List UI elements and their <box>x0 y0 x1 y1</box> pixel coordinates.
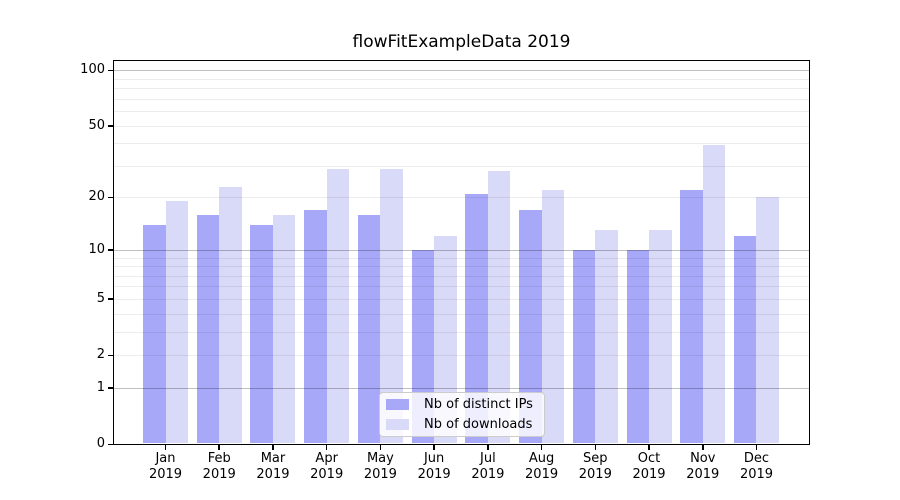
x-tick-mark-sep <box>594 445 597 450</box>
gridline-minor-7 <box>113 275 810 277</box>
x-tick-label-oct: Oct 2019 <box>632 451 666 482</box>
bar-nb-of-distinct-ips-aug-2019 <box>519 209 542 444</box>
gridline-minor-30 <box>113 165 810 167</box>
bar-nb-of-distinct-ips-apr-2019 <box>304 209 327 444</box>
x-tick-label-mar: Mar 2019 <box>256 451 290 482</box>
gridline-minor-40 <box>113 143 810 145</box>
gridline-major-100 <box>113 70 810 72</box>
y-tick-label-0: 0 <box>96 436 105 451</box>
legend-item-distinct-ips: Nb of distinct IPs <box>386 396 538 413</box>
bar-nb-of-distinct-ips-nov-2019 <box>680 190 703 444</box>
gridline-minor-80 <box>113 88 810 90</box>
bar-nb-of-distinct-ips-jul-2019 <box>465 193 488 444</box>
plot-area <box>113 60 810 445</box>
bar-nb-of-downloads-dec-2019 <box>756 197 779 444</box>
chart-title: flowFitExampleData 2019 <box>352 32 571 52</box>
y-tick-mark-100 <box>108 69 113 72</box>
gridline-minor-20 <box>113 197 810 199</box>
gridline-minor-6 <box>113 286 810 288</box>
x-tick-mark-jan <box>164 445 167 450</box>
y-tick-label-1: 1 <box>96 379 105 395</box>
y-tick-label-2: 2 <box>96 347 105 363</box>
bar-nb-of-distinct-ips-may-2019 <box>357 214 381 444</box>
gridline-minor-2 <box>113 355 810 357</box>
y-tick-label-10: 10 <box>88 241 105 257</box>
bar-nb-of-distinct-ips-mar-2019 <box>250 224 273 444</box>
gridline-major-10 <box>113 249 810 251</box>
x-tick-mark-aug <box>540 445 543 450</box>
gridline-minor-3 <box>113 331 810 333</box>
x-tick-mark-may <box>379 445 382 450</box>
legend-swatch-distinct-ips <box>386 399 409 410</box>
y-tick-label-20: 20 <box>88 189 105 205</box>
x-tick-label-may: May 2019 <box>363 451 397 482</box>
bar-nb-of-distinct-ips-jan-2019 <box>143 224 166 444</box>
gridline-minor-90 <box>113 78 810 80</box>
x-tick-label-jul: Jul 2019 <box>471 451 505 482</box>
bar-nb-of-downloads-aug-2019 <box>541 190 565 444</box>
gridline-minor-4 <box>113 313 810 315</box>
x-tick-mark-apr <box>325 445 328 450</box>
gridline-minor-9 <box>113 257 810 259</box>
gridline-major-1 <box>113 387 810 389</box>
legend: Nb of distinct IPs Nb of downloads <box>379 392 545 437</box>
x-tick-mark-dec <box>755 445 758 450</box>
x-tick-label-jan: Jan 2019 <box>148 451 183 482</box>
gridline-minor-5 <box>113 298 810 300</box>
legend-label-downloads: Nb of downloads <box>424 417 533 432</box>
bar-nb-of-distinct-ips-oct-2019 <box>626 249 650 444</box>
legend-item-downloads: Nb of downloads <box>386 416 538 433</box>
y-tick-mark-10 <box>108 249 113 251</box>
bar-nb-of-downloads-mar-2019 <box>272 214 296 444</box>
x-tick-mark-mar <box>272 445 274 450</box>
bar-nb-of-downloads-nov-2019 <box>702 145 726 444</box>
y-tick-label-5: 5 <box>96 290 105 306</box>
legend-label-distinct-ips: Nb of distinct IPs <box>424 397 533 412</box>
x-tick-mark-jun <box>433 445 435 450</box>
y-tick-mark-2 <box>108 354 113 357</box>
legend-swatch-downloads <box>386 419 409 430</box>
y-tick-mark-1 <box>108 387 113 389</box>
x-tick-label-jun: Jun 2019 <box>417 451 451 482</box>
x-tick-label-dec: Dec 2019 <box>739 451 774 482</box>
y-tick-mark-0 <box>108 443 113 445</box>
bar-nb-of-downloads-oct-2019 <box>649 230 672 444</box>
y-tick-label-100: 100 <box>80 62 105 78</box>
y-tick-mark-50 <box>108 125 113 127</box>
gridline-minor-50 <box>113 125 810 127</box>
bar-nb-of-downloads-may-2019 <box>380 168 403 444</box>
x-tick-label-aug: Aug 2019 <box>525 451 559 482</box>
y-tick-label-50: 50 <box>88 117 105 133</box>
bar-nb-of-downloads-apr-2019 <box>326 168 350 444</box>
bar-nb-of-downloads-feb-2019 <box>219 186 242 444</box>
x-tick-mark-nov <box>702 445 704 450</box>
x-tick-label-apr: Apr 2019 <box>310 451 344 482</box>
y-tick-mark-5 <box>108 298 113 300</box>
y-tick-mark-20 <box>108 196 113 199</box>
x-tick-mark-feb <box>218 445 220 450</box>
bar-nb-of-distinct-ips-feb-2019 <box>196 214 220 444</box>
gridline-minor-70 <box>113 98 810 100</box>
x-tick-label-feb: Feb 2019 <box>202 451 236 482</box>
bar-nb-of-downloads-jan-2019 <box>165 201 188 444</box>
gridline-minor-60 <box>113 111 810 113</box>
bar-nb-of-downloads-jun-2019 <box>434 236 457 444</box>
x-tick-mark-jul <box>487 445 489 450</box>
bar-nb-of-distinct-ips-sep-2019 <box>572 249 596 444</box>
gridline-minor-8 <box>113 266 810 268</box>
x-tick-mark-oct <box>648 445 650 450</box>
bar-nb-of-downloads-sep-2019 <box>595 230 618 444</box>
bar-nb-of-downloads-jul-2019 <box>487 171 511 444</box>
x-tick-label-sep: Sep 2019 <box>578 451 612 482</box>
bar-nb-of-distinct-ips-dec-2019 <box>733 236 757 444</box>
x-tick-label-nov: Nov 2019 <box>686 451 720 482</box>
